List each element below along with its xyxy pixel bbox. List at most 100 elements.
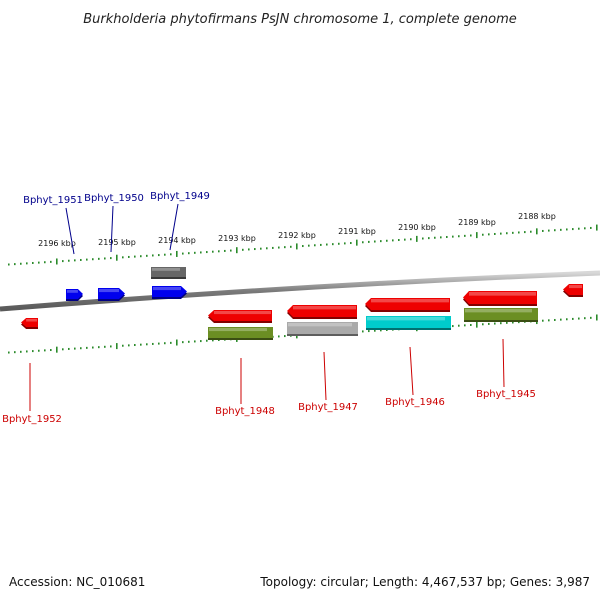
ruler-minor-tick bbox=[182, 341, 184, 344]
chromosome-backbone bbox=[0, 270, 600, 312]
ruler-major-tick bbox=[536, 228, 538, 235]
gene-label-bphyt_1952[interactable]: Bphyt_1952 bbox=[2, 414, 62, 425]
ruler-tick-label: 2196 kbp bbox=[38, 239, 76, 248]
gene-label-bphyt_1947[interactable]: Bphyt_1947 bbox=[298, 402, 358, 413]
ruler-minor-tick bbox=[494, 232, 496, 235]
gene-feature-bphyt_1948[interactable] bbox=[208, 310, 272, 323]
ruler-minor-tick bbox=[206, 251, 208, 254]
ruler-minor-tick bbox=[506, 321, 508, 324]
ruler-minor-tick bbox=[326, 243, 328, 246]
ruler-minor-tick bbox=[242, 248, 244, 251]
ruler-minor-tick bbox=[374, 329, 376, 332]
ruler-minor-tick bbox=[368, 240, 370, 243]
ruler-minor-tick bbox=[110, 345, 112, 348]
gene-arrow-highlight bbox=[371, 299, 449, 303]
ruler-tick-label: 2188 kbp bbox=[518, 212, 556, 221]
annotation-block[interactable] bbox=[208, 327, 273, 340]
ruler-minor-tick bbox=[128, 255, 130, 258]
accession-label: Accession: NC_010681 bbox=[9, 575, 145, 589]
gene-feature-bphyt_1952[interactable] bbox=[21, 318, 38, 329]
gene-feature-bphyt_1951[interactable] bbox=[66, 289, 83, 301]
ruler-minor-tick bbox=[182, 252, 184, 255]
annotation-bar-highlight bbox=[465, 309, 532, 313]
ruler-minor-tick bbox=[170, 253, 172, 256]
ruler-minor-tick bbox=[254, 248, 256, 251]
ruler-minor-tick bbox=[164, 253, 166, 256]
ruler-minor-tick bbox=[464, 234, 466, 237]
gene-feature-bphyt_1950[interactable] bbox=[98, 288, 125, 301]
ruler-tick-label: 2194 kbp bbox=[158, 236, 196, 245]
ruler-minor-tick bbox=[68, 347, 70, 350]
ruler-minor-tick bbox=[8, 263, 10, 266]
ruler-minor-tick bbox=[104, 345, 106, 348]
ruler-minor-tick bbox=[350, 242, 352, 245]
ruler-major-tick bbox=[116, 343, 118, 350]
annotation-bar-highlight bbox=[152, 268, 180, 271]
ruler-minor-tick bbox=[512, 231, 514, 234]
gene-arrow-highlight bbox=[293, 306, 356, 310]
ruler-minor-tick bbox=[446, 235, 448, 238]
ruler-minor-tick bbox=[500, 322, 502, 325]
ruler-minor-tick bbox=[440, 236, 442, 239]
annotation-block[interactable] bbox=[151, 267, 186, 279]
ruler-minor-tick bbox=[62, 348, 64, 351]
ruler-major-tick bbox=[476, 321, 478, 328]
gene-label-bphyt_1951[interactable]: Bphyt_1951 bbox=[23, 195, 83, 206]
ruler-minor-tick bbox=[284, 335, 286, 338]
ruler-minor-tick bbox=[32, 350, 34, 353]
ruler-minor-tick bbox=[362, 330, 364, 333]
ruler-minor-tick bbox=[560, 318, 562, 321]
annotation-block[interactable] bbox=[287, 322, 358, 336]
ruler-minor-tick bbox=[164, 342, 166, 345]
ruler-minor-tick bbox=[578, 317, 580, 320]
gene-arrow-highlight bbox=[26, 319, 37, 322]
gene-feature-unlabeled[interactable] bbox=[563, 284, 583, 297]
ruler-major-tick bbox=[296, 243, 298, 250]
ruler-minor-tick bbox=[374, 240, 376, 243]
ruler-minor-tick bbox=[224, 249, 226, 252]
ruler-minor-tick bbox=[188, 252, 190, 255]
ruler-minor-tick bbox=[50, 349, 52, 352]
ruler-minor-tick bbox=[572, 317, 574, 320]
ruler-minor-tick bbox=[20, 262, 22, 265]
ruler-minor-tick bbox=[26, 350, 28, 353]
gene-label-bphyt_1949[interactable]: Bphyt_1949 bbox=[150, 191, 210, 202]
ruler-minor-tick bbox=[266, 247, 268, 250]
ruler-minor-tick bbox=[86, 258, 88, 261]
ruler-minor-tick bbox=[458, 235, 460, 238]
ruler-minor-tick bbox=[530, 230, 532, 233]
ruler-minor-tick bbox=[338, 242, 340, 245]
ruler-minor-tick bbox=[590, 316, 592, 319]
annotation-bar-highlight bbox=[209, 328, 267, 332]
ruler-minor-tick bbox=[146, 343, 148, 346]
ruler-tick-label: 2192 kbp bbox=[278, 231, 316, 240]
gene-feature-bphyt_1947[interactable] bbox=[287, 305, 357, 319]
ruler-minor-tick bbox=[392, 239, 394, 242]
ruler-tick-label: 2191 kbp bbox=[338, 227, 376, 236]
ruler-minor-tick bbox=[26, 262, 28, 265]
ruler-minor-tick bbox=[362, 241, 364, 244]
ruler-minor-tick bbox=[584, 317, 586, 320]
ruler-minor-tick bbox=[518, 231, 520, 234]
gene-leader-line bbox=[409, 346, 414, 396]
gene-arrow-highlight bbox=[67, 290, 78, 293]
gene-label-bphyt_1945[interactable]: Bphyt_1945 bbox=[476, 389, 536, 400]
gene-feature-bphyt_1949[interactable] bbox=[152, 286, 187, 299]
ruler-major-tick bbox=[56, 346, 58, 353]
ruler-minor-tick bbox=[104, 257, 106, 260]
gene-label-bphyt_1948[interactable]: Bphyt_1948 bbox=[215, 406, 275, 417]
ruler-minor-tick bbox=[344, 242, 346, 245]
gene-label-bphyt_1946[interactable]: Bphyt_1946 bbox=[385, 397, 445, 408]
annotation-block[interactable] bbox=[464, 308, 538, 322]
ruler-minor-tick bbox=[140, 255, 142, 258]
ruler-minor-tick bbox=[38, 349, 40, 352]
gene-feature-bphyt_1945[interactable] bbox=[463, 291, 537, 306]
gene-label-bphyt_1950[interactable]: Bphyt_1950 bbox=[84, 193, 144, 204]
gene-feature-bphyt_1946[interactable] bbox=[365, 298, 450, 312]
ruler-minor-tick bbox=[38, 261, 40, 264]
ruler-minor-tick bbox=[248, 248, 250, 251]
ruler-minor-tick bbox=[158, 342, 160, 345]
ruler-minor-tick bbox=[194, 340, 196, 343]
gene-leader-line bbox=[169, 203, 179, 251]
annotation-block[interactable] bbox=[366, 316, 451, 330]
